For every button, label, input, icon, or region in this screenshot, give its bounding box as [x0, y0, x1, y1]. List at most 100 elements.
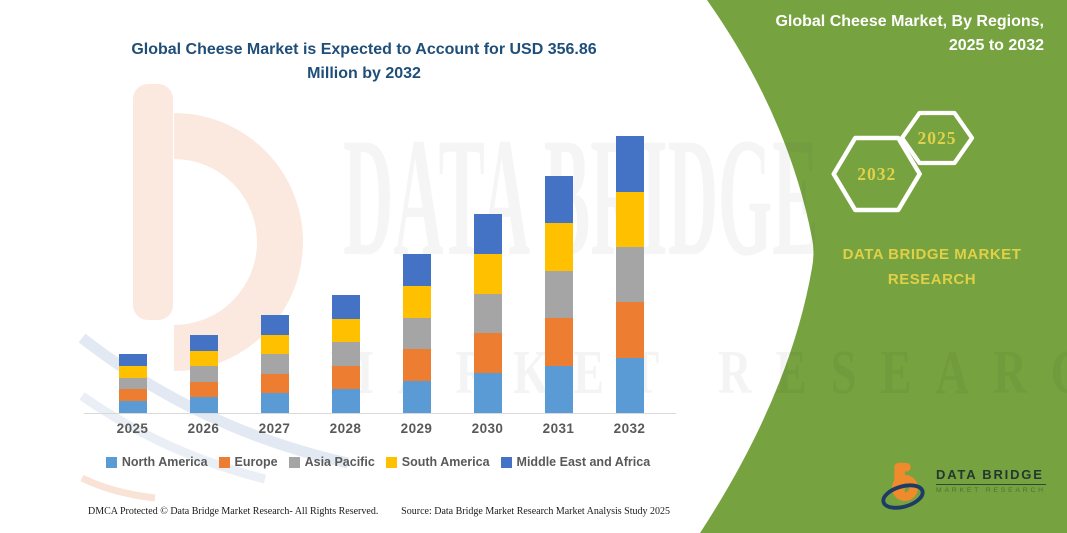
company-logo-icon — [881, 462, 925, 510]
bar-segment-middle-east-and-africa — [473, 214, 502, 254]
bar-segment-south-america — [473, 253, 502, 294]
logo-b-hook — [894, 462, 911, 472]
legend-label-asia-pacific: Asia Pacific — [304, 455, 375, 469]
bar-2032 — [615, 136, 644, 413]
hexagon-2025-label: 2025 — [918, 128, 957, 148]
company-logo-name: DATA BRIDGE — [936, 467, 1046, 485]
x-axis-label-2025: 2025 — [116, 421, 149, 436]
bar-segment-asia-pacific — [615, 246, 644, 303]
bar-segment-middle-east-and-africa — [544, 176, 573, 224]
bar-segment-north-america — [260, 393, 289, 413]
bar-segment-north-america — [402, 381, 431, 413]
watermark-swoosh-peach — [80, 474, 156, 502]
bar-segment-south-america — [615, 191, 644, 247]
legend-item-south-america: South America — [385, 455, 490, 469]
bar-segment-europe — [544, 318, 573, 366]
bar-segment-north-america — [118, 401, 147, 413]
watermark-b-bowl — [173, 113, 303, 371]
bar-segment-middle-east-and-africa — [615, 136, 644, 192]
legend-swatch-south-america — [385, 456, 397, 468]
footer: DMCA Protected © Data Bridge Market Rese… — [88, 506, 670, 517]
legend-item-middle-east-and-africa: Middle East and Africa — [500, 455, 651, 469]
bar-segment-south-america — [189, 350, 218, 367]
bar-2027 — [260, 315, 289, 413]
legend-label-europe: Europe — [234, 455, 278, 469]
bar-segment-north-america — [615, 357, 644, 413]
legend-swatch-middle-east-and-africa — [500, 456, 512, 468]
bar-segment-europe — [118, 389, 147, 402]
watermark-swoosh-1 — [78, 333, 350, 469]
legend-swatch-asia-pacific — [288, 456, 300, 468]
panel-title-line-2: 2025 to 2032 — [948, 37, 1044, 54]
bar-segment-south-america — [544, 223, 573, 271]
bar-segment-europe — [402, 349, 431, 382]
legend-swatch-north-america — [105, 456, 117, 468]
chart-title-line-1: Global Cheese Market is Expected to Acco… — [131, 41, 597, 58]
x-axis-label-2030: 2030 — [471, 421, 504, 436]
panel-title-line-1: Global Cheese Market, By Regions, — [775, 13, 1044, 30]
bar-segment-south-america — [118, 365, 147, 378]
bar-segment-europe — [189, 381, 218, 398]
hexagon-2032-label: 2032 — [857, 164, 896, 184]
x-axis-line — [84, 413, 676, 414]
x-axis-labels: 2025 2026 2027 2028 2029 2030 2031 2032 — [86, 421, 670, 441]
bar-segment-middle-east-and-africa — [260, 315, 289, 335]
bar-segment-europe — [331, 365, 360, 390]
chart-title: Global Cheese Market is Expected to Acco… — [90, 38, 638, 86]
legend-label-middle-east-and-africa: Middle East and Africa — [516, 455, 651, 469]
bar-segment-north-america — [544, 365, 573, 413]
legend-item-europe: Europe — [218, 455, 278, 469]
legend-label-south-america: South America — [401, 455, 490, 469]
x-axis-label-2028: 2028 — [329, 421, 362, 436]
bar-segment-middle-east-and-africa — [118, 354, 147, 366]
bar-segment-europe — [260, 373, 289, 394]
bar-segment-asia-pacific — [260, 354, 289, 374]
chart-legend: North America Europe Asia Pacific South Ame… — [86, 455, 670, 469]
bar-2030 — [473, 214, 502, 413]
x-axis-label-2031: 2031 — [542, 421, 575, 436]
x-axis-label-2027: 2027 — [258, 421, 291, 436]
bar-segment-middle-east-and-africa — [331, 295, 360, 319]
chart-title-line-2: Million by 2032 — [307, 65, 421, 82]
bar-segment-north-america — [473, 373, 502, 413]
bar-segment-south-america — [402, 285, 431, 318]
x-axis-label-2029: 2029 — [400, 421, 433, 436]
legend-swatch-europe — [218, 456, 230, 468]
legend-label-north-america: North America — [121, 455, 208, 469]
bar-segment-south-america — [260, 334, 289, 355]
footer-source: Source: Data Bridge Market Research Mark… — [401, 506, 670, 517]
company-logo-tagline: MARKET RESEARCH — [936, 487, 1046, 494]
bar-2029 — [402, 254, 431, 413]
hexagon-2025 — [899, 110, 975, 166]
bar-segment-asia-pacific — [402, 317, 431, 350]
bar-segment-north-america — [331, 389, 360, 413]
bar-2026 — [189, 335, 218, 413]
panel-title: Global Cheese Market, By Regions, 2025 t… — [704, 10, 1044, 58]
bar-2025 — [118, 354, 147, 413]
watermark-swoosh-2 — [79, 392, 267, 484]
bar-2028 — [331, 295, 360, 413]
bar-segment-north-america — [189, 397, 218, 413]
bar-segment-asia-pacific — [473, 293, 502, 334]
x-axis-label-2032: 2032 — [613, 421, 646, 436]
bar-segment-europe — [473, 333, 502, 374]
legend-item-asia-pacific: Asia Pacific — [288, 455, 375, 469]
company-logo: DATA BRIDGE MARKET RESEARCH — [876, 458, 1046, 512]
logo-d-swoosh — [881, 483, 925, 510]
bar-2031 — [544, 176, 573, 413]
panel-brand-text: DATA BRIDGE MARKET RESEARCH — [842, 246, 1022, 288]
x-axis-label-2026: 2026 — [187, 421, 220, 436]
bar-segment-south-america — [331, 318, 360, 343]
bar-segment-asia-pacific — [544, 270, 573, 319]
company-logo-text: DATA BRIDGE MARKET RESEARCH — [936, 467, 1046, 494]
year-hexagons: 2032 2025 — [831, 110, 975, 213]
bar-segment-middle-east-and-africa — [402, 254, 431, 286]
legend-item-north-america: North America — [105, 455, 208, 469]
hexagon-2032 — [831, 135, 922, 213]
bar-segment-europe — [615, 302, 644, 358]
